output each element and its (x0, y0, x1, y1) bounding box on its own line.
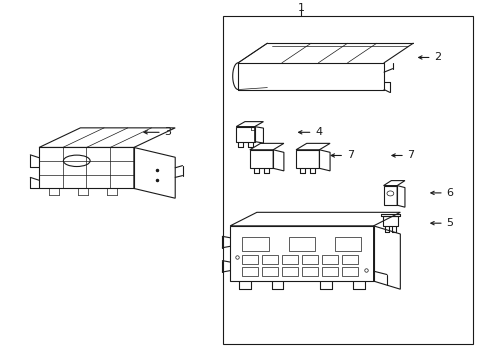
Bar (222, 17, 472, 345)
Bar (321, 267, 337, 276)
Bar (288, 237, 315, 251)
Bar (242, 237, 268, 251)
Bar (321, 255, 337, 264)
Bar (301, 267, 317, 276)
Bar (242, 267, 258, 276)
Text: 4: 4 (314, 127, 322, 137)
Bar (262, 255, 278, 264)
Text: 7: 7 (407, 150, 414, 161)
Text: 2: 2 (433, 53, 440, 63)
Text: 5: 5 (446, 218, 452, 228)
Bar (301, 255, 317, 264)
Text: 6: 6 (446, 188, 452, 198)
Bar (282, 255, 298, 264)
Bar (262, 267, 278, 276)
Bar (341, 267, 357, 276)
Text: 7: 7 (346, 150, 353, 161)
Bar (242, 255, 258, 264)
Bar (334, 237, 361, 251)
Text: 3: 3 (164, 127, 171, 137)
Text: 1: 1 (297, 3, 304, 13)
Bar (341, 255, 357, 264)
Bar (282, 267, 298, 276)
